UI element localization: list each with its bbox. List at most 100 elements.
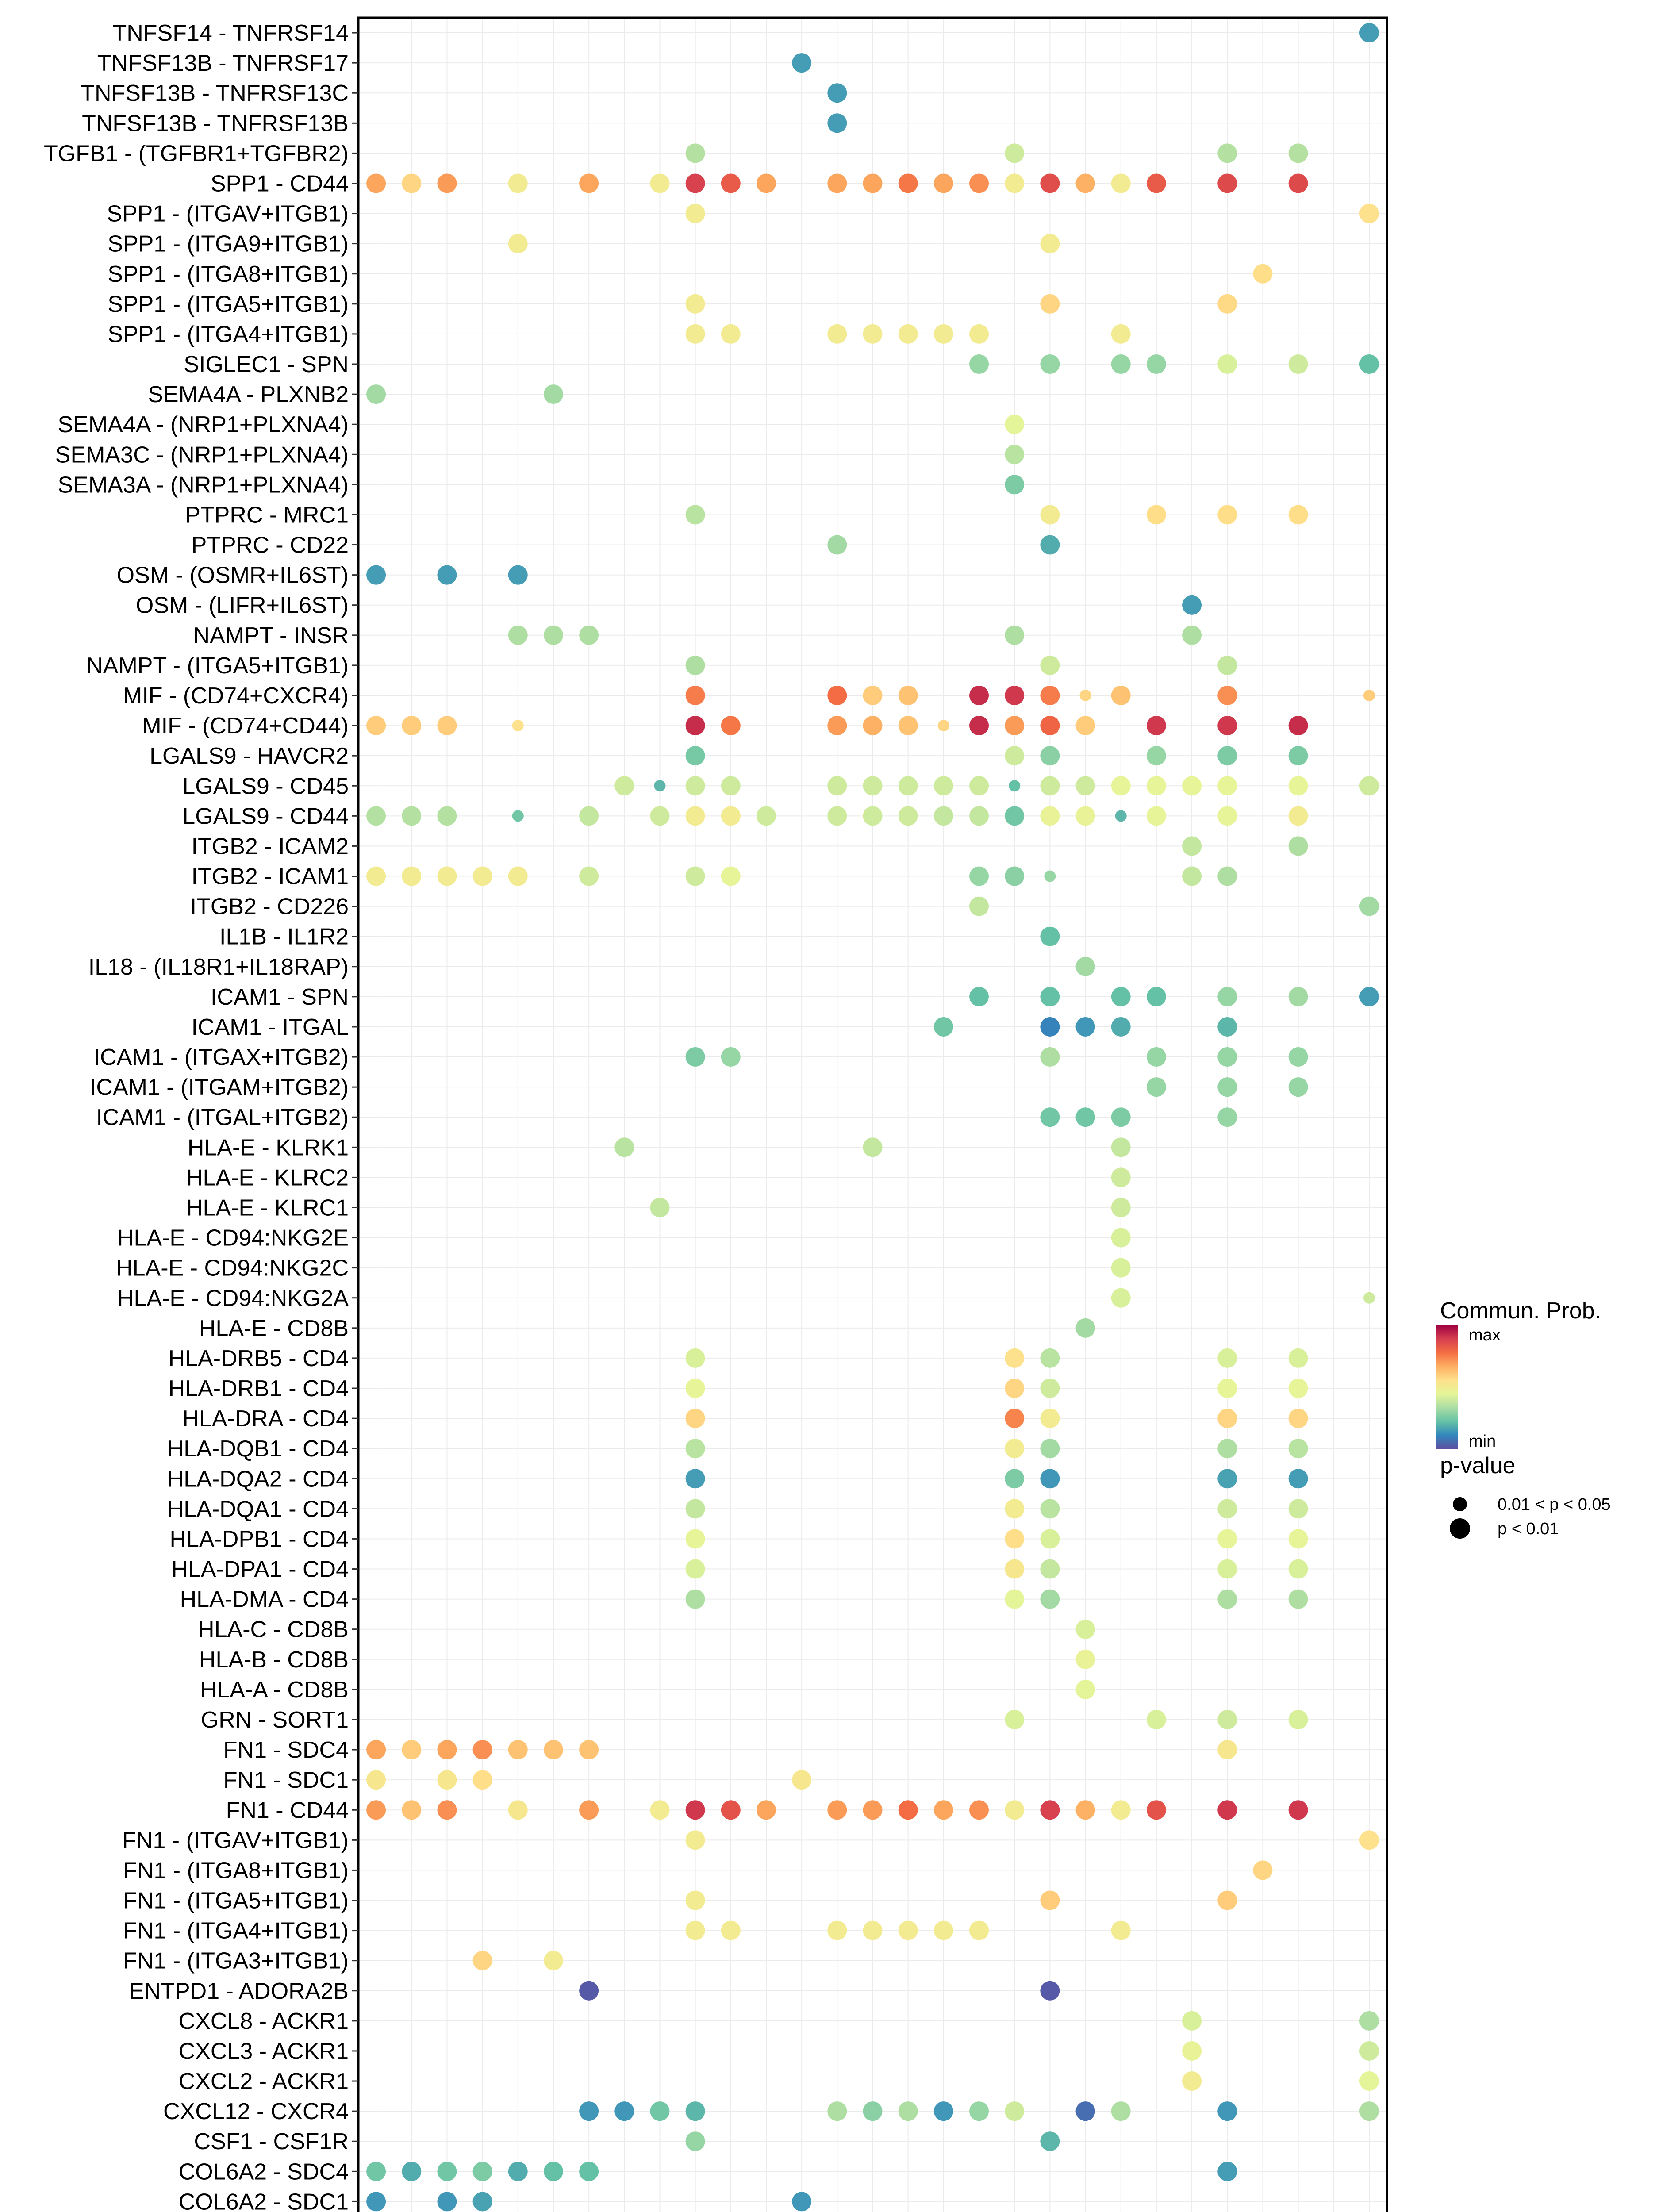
y-tick-label: SEMA3C - (NRP1+PLXNA4) — [55, 442, 349, 468]
data-point — [1217, 505, 1237, 525]
y-tick-label: TNFSF13B - TNFRSF13C — [81, 81, 349, 106]
data-point — [508, 625, 528, 645]
data-point — [1288, 1469, 1308, 1489]
data-point — [1217, 2101, 1237, 2121]
data-point — [1359, 354, 1379, 374]
data-point — [1075, 2101, 1095, 2121]
data-point — [1040, 987, 1060, 1006]
data-point — [543, 2162, 563, 2181]
data-point — [827, 806, 847, 826]
data-point — [827, 1920, 847, 1940]
data-point — [1040, 1469, 1060, 1489]
data-point — [1217, 1107, 1237, 1127]
data-point — [1288, 1800, 1308, 1820]
data-point — [366, 806, 386, 826]
data-point — [1182, 776, 1202, 796]
data-point — [863, 1920, 883, 1940]
data-point — [1075, 1107, 1095, 1127]
data-point — [614, 1137, 634, 1157]
data-point — [685, 776, 705, 796]
data-point — [508, 234, 528, 253]
data-point — [898, 716, 918, 736]
data-point — [1288, 1409, 1308, 1429]
data-point — [1146, 987, 1166, 1006]
y-tick-label: NAMPT - INSR — [193, 623, 349, 649]
y-tick-label: SEMA4A - (NRP1+PLXNA4) — [58, 412, 349, 438]
data-point — [721, 1800, 741, 1820]
data-point — [1005, 1348, 1025, 1368]
y-tick-label: ICAM1 - ITGAL — [192, 1014, 349, 1040]
data-point — [1040, 1589, 1060, 1609]
data-point — [402, 173, 422, 193]
y-tick-label: ITGB2 - ICAM2 — [192, 833, 349, 859]
data-point — [1005, 1559, 1025, 1579]
data-point — [1217, 294, 1237, 314]
data-point — [508, 2162, 528, 2181]
y-tick-label: LGALS9 - CD45 — [182, 773, 349, 799]
y-tick-label: TNFSF14 - TNFRSF14 — [112, 20, 349, 46]
data-point — [402, 866, 422, 886]
data-point — [827, 173, 847, 193]
data-point — [863, 776, 883, 796]
data-point — [827, 685, 847, 705]
data-point — [1217, 354, 1237, 374]
y-tick-label: HLA-C - CD8B — [198, 1617, 349, 1643]
data-point — [1005, 143, 1025, 163]
y-tick-label: TGFB1 - (TGFBR1+TGFBR2) — [44, 141, 349, 166]
data-point — [1146, 1800, 1166, 1820]
data-point — [685, 685, 705, 705]
data-point — [969, 685, 989, 705]
data-point — [579, 1981, 599, 2001]
data-point — [512, 720, 524, 732]
data-point — [366, 1800, 386, 1820]
data-point — [898, 1920, 918, 1940]
data-point — [1288, 143, 1308, 163]
data-point — [650, 806, 670, 826]
data-point — [827, 83, 847, 103]
y-tick-label: HLA-DPB1 - CD4 — [169, 1526, 349, 1552]
data-point — [685, 324, 705, 344]
y-tick-label: SPP1 - (ITGA4+ITGB1) — [108, 322, 349, 347]
data-point — [756, 173, 776, 193]
y-tick-label: FN1 - (ITGA3+ITGB1) — [123, 1948, 349, 1974]
data-point — [437, 565, 457, 585]
data-point — [1217, 173, 1237, 193]
data-point — [1182, 2071, 1202, 2091]
data-point — [1040, 1800, 1060, 1820]
data-point — [898, 324, 918, 344]
data-point — [1075, 806, 1095, 826]
data-point — [579, 2162, 599, 2181]
y-tick-label: HLA-DQB1 - CD4 — [167, 1436, 349, 1462]
data-point — [1111, 1288, 1131, 1308]
data-point — [1217, 1409, 1237, 1429]
data-point — [685, 1529, 705, 1549]
data-point — [508, 1800, 528, 1820]
data-point — [1079, 689, 1091, 701]
data-point — [366, 2162, 386, 2181]
data-point — [898, 685, 918, 705]
data-point — [1040, 1047, 1060, 1067]
data-point — [1111, 1800, 1131, 1820]
data-point — [1217, 1077, 1237, 1097]
data-point — [1111, 1228, 1131, 1248]
plot-panel-border — [357, 16, 1388, 2212]
data-point — [437, 1740, 457, 1760]
data-point — [1359, 776, 1379, 796]
y-tick-label: HLA-DRB1 - CD4 — [169, 1376, 349, 1402]
data-point — [1040, 1348, 1060, 1368]
data-point — [1288, 836, 1308, 856]
data-point — [1288, 1499, 1308, 1519]
data-point — [1040, 1017, 1060, 1037]
y-tick-label: HLA-E - CD94:NKG2C — [116, 1256, 349, 1281]
data-point — [1146, 776, 1166, 796]
y-tick-label: HLA-DRB5 - CD4 — [169, 1346, 349, 1371]
data-point — [1288, 1529, 1308, 1549]
data-point — [1288, 505, 1308, 525]
data-point — [512, 810, 524, 822]
data-point — [1217, 716, 1237, 736]
data-point — [437, 2192, 457, 2212]
y-tick-label: IL1B - IL1R2 — [219, 924, 349, 950]
data-point — [1217, 1017, 1237, 1037]
data-point — [1217, 1348, 1237, 1368]
data-point — [508, 866, 528, 886]
